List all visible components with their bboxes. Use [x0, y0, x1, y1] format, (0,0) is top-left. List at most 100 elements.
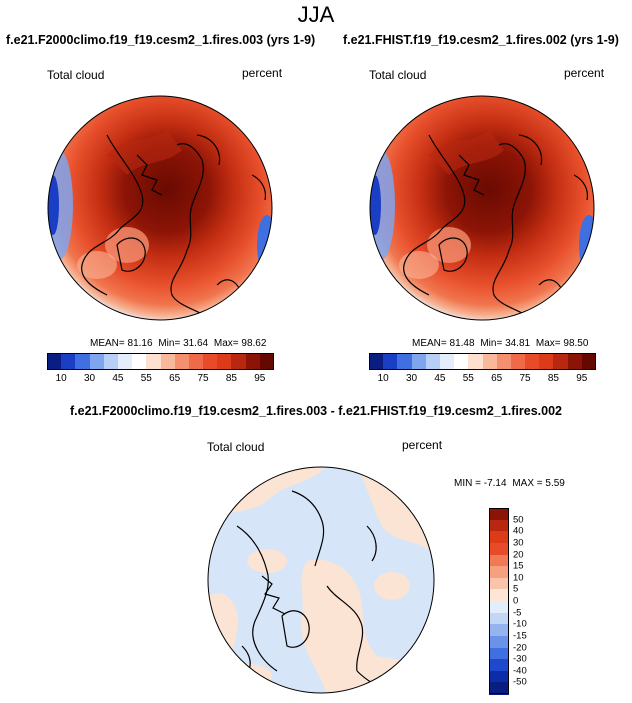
colorbar-tick-label: 55 [140, 373, 152, 384]
difference-colorbar: 50 40 30 20 15 10 5 0 -5 -10 -15 -20 -30 -40 -50 [489, 508, 529, 695]
panel-1-stats: MEAN= 81.16 Min= 31.64 Max= 98.62 [90, 338, 266, 349]
colorbar-swatch [160, 353, 176, 370]
difference-polar-map [207, 466, 435, 694]
difference-min-value: -7.14 [483, 478, 507, 489]
colorbar-swatch [468, 353, 483, 370]
colorbar-swatch [581, 353, 597, 370]
colorbar-swatch [47, 353, 62, 370]
colorbar-tick-label: -20 [513, 642, 527, 653]
panel-2-max-label: Max= [535, 338, 561, 349]
panel-1-units-label: percent [242, 66, 283, 80]
colorbar-tick-label: 65 [491, 373, 503, 384]
colorbar-tick-label: 75 [519, 373, 531, 384]
panel-2-mean-value: 81.48 [449, 338, 475, 349]
colorbar-swatch [259, 353, 275, 370]
colorbar-tick-label: 95 [254, 373, 266, 384]
colorbar-swatch [489, 647, 509, 660]
colorbar-swatch [454, 353, 469, 370]
colorbar-frame [369, 353, 596, 370]
colorbar-tick-label: 30 [406, 373, 418, 384]
colorbar-swatch [217, 353, 232, 370]
colorbar-swatch [489, 659, 509, 672]
panel-2-mean-label: MEAN= [412, 338, 447, 349]
colorbar-tick-label: 45 [434, 373, 446, 384]
colorbar-swatch [489, 531, 509, 544]
colorbar-swatch [132, 353, 147, 370]
difference-units-label: percent [402, 438, 443, 452]
colorbar-swatch [425, 353, 441, 370]
colorbar-tick-label: 0 [513, 595, 519, 607]
colorbar-swatch [553, 353, 569, 370]
colorbar-tick-label: 15 [513, 560, 524, 572]
colorbar-tick-label: 75 [197, 373, 209, 384]
colorbar-swatch [489, 566, 509, 579]
panel-1-variable-label: Total cloud [47, 68, 105, 82]
panel-2-polar-map [369, 95, 595, 321]
colorbar-swatch [482, 353, 498, 370]
colorbar-swatch [188, 353, 204, 370]
colorbar-tick-label: 30 [84, 373, 96, 384]
colorbar-swatch [510, 353, 526, 370]
colorbar-swatch [203, 353, 218, 370]
colorbar-tick-label: -5 [513, 607, 522, 619]
colorbar-frame [47, 353, 274, 370]
difference-max-value: 5.59 [545, 478, 565, 489]
panel-1-polar-map [47, 95, 273, 321]
colorbar-swatch [567, 353, 583, 370]
colorbar-tick-label: 65 [169, 373, 181, 384]
colorbar-swatch [397, 353, 413, 370]
colorbar-tick-label: 55 [462, 373, 474, 384]
colorbar-tick-label: 20 [513, 549, 524, 560]
colorbar-frame [489, 508, 509, 694]
colorbar-tick-label: 10 [377, 373, 389, 384]
panel-2-min-value: 34.81 [505, 338, 531, 349]
panel-1-title: f.e21.F2000climo.f19_f19.cesm2_1.fires.0… [6, 33, 316, 47]
colorbar-swatch [539, 353, 554, 370]
colorbar-swatch [489, 554, 509, 567]
panel-1-max-label: Max= [213, 338, 239, 349]
panel-2-stats: MEAN= 81.48 Min= 34.81 Max= 98.50 [412, 338, 588, 349]
difference-minmax: MIN = -7.14 MAX = 5.59 [454, 478, 565, 489]
colorbar-swatch [525, 353, 540, 370]
colorbar-swatch [489, 624, 509, 637]
colorbar-swatch [489, 589, 509, 602]
panel-1-mean-value: 81.16 [127, 338, 153, 349]
panel-1-max-value: 98.62 [241, 338, 267, 349]
colorbar-tick-label: 10 [513, 572, 524, 584]
panel-2-max-value: 98.50 [563, 338, 589, 349]
colorbar-swatch [489, 682, 509, 695]
colorbar-swatch [496, 353, 512, 370]
colorbar-swatch [117, 353, 133, 370]
colorbar-swatch [489, 635, 509, 648]
difference-title: f.e21.F2000climo.f19_f19.cesm2_1.fires.0… [70, 404, 562, 418]
panel-2-variable-label: Total cloud [369, 68, 427, 82]
colorbar-swatch [489, 542, 509, 555]
panel-1-min-label: Min= [158, 338, 181, 349]
panel-2-units-label: percent [564, 66, 605, 80]
colorbar-swatch [439, 353, 455, 370]
colorbar-tick-label: -50 [513, 676, 527, 688]
colorbar-swatch [89, 353, 105, 370]
colorbar-tick-label: 45 [112, 373, 124, 384]
colorbar-tick-label: 10 [55, 373, 67, 384]
panel-2-colorbar: 10 30 45 55 65 75 85 95 [369, 353, 597, 391]
colorbar-swatch [61, 353, 76, 370]
colorbar-swatch [383, 353, 398, 370]
colorbar-swatch [489, 519, 509, 532]
difference-min-label: MIN = [454, 478, 481, 489]
colorbar-swatch [245, 353, 261, 370]
panel-1-colorbar: 10 30 45 55 65 75 85 95 [47, 353, 275, 391]
panel-1-mean-label: MEAN= [90, 338, 125, 349]
difference-variable-label: Total cloud [207, 440, 265, 454]
colorbar-swatch [174, 353, 190, 370]
colorbar-tick-label: -10 [513, 618, 527, 630]
panel-1-min-value: 31.64 [183, 338, 209, 349]
colorbar-swatch [231, 353, 247, 370]
colorbar-tick-label: -30 [513, 653, 527, 665]
colorbar-swatch [489, 508, 509, 521]
difference-max-label: MAX = [512, 478, 543, 489]
colorbar-tick-label: 95 [576, 373, 588, 384]
colorbar-swatch [369, 353, 384, 370]
colorbar-swatch [489, 670, 509, 683]
figure-season-title: JJA [297, 2, 335, 27]
